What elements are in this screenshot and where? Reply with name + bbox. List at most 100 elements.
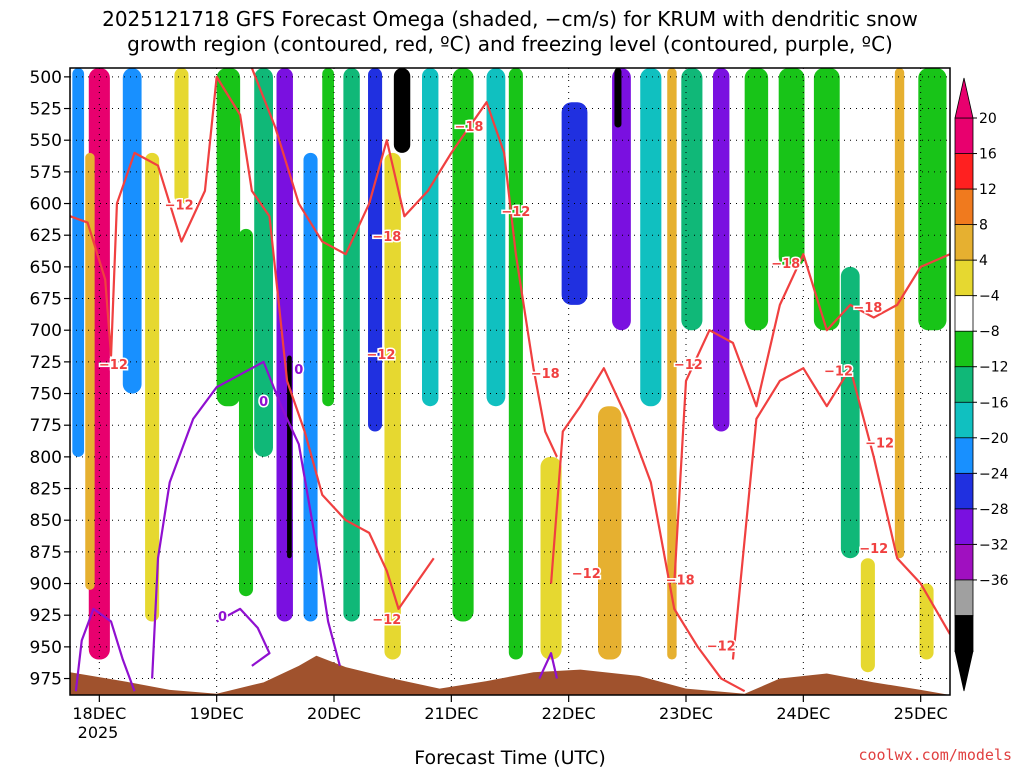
omega-column-34 — [860, 558, 875, 673]
colorbar-label-12: −32 — [979, 537, 1009, 553]
dgz-label-10: −12 — [859, 542, 888, 557]
omega-column-31 — [778, 68, 805, 267]
y-tick-label-800: 800 — [30, 448, 62, 468]
plot-frame — [69, 67, 951, 696]
freezing-contour-small — [216, 607, 271, 667]
freezing-contour-main — [151, 360, 341, 679]
x-tick-label-23dec: 23DEC — [659, 704, 713, 723]
colorbar-swatch-12 — [954, 544, 974, 581]
dgz-contour-minus12-west — [70, 75, 435, 610]
omega-column-6 — [216, 68, 241, 407]
omega-column-35 — [894, 68, 905, 559]
x-axis-year-label: 2025 — [78, 723, 119, 742]
y-tick-label-650: 650 — [30, 258, 62, 278]
y-tick-label-975: 975 — [30, 670, 62, 690]
colorbar-top-arrow — [954, 77, 974, 119]
omega-column-26 — [640, 68, 662, 407]
colorbar-bottom-arrow — [954, 650, 974, 692]
chart-title-line2: growth region (contoured, red, ºC) and f… — [127, 32, 893, 56]
omega-column-20 — [508, 68, 523, 660]
colorbar-swatch-2 — [954, 188, 974, 226]
dgz-label-16: −18 — [771, 257, 800, 272]
colorbar-label-13: −36 — [979, 573, 1009, 589]
freezing-contour-low-loop — [74, 607, 136, 692]
terrain-fill — [70, 655, 950, 695]
colorbar-label-2: 12 — [979, 182, 997, 198]
dgz-label-1: −12 — [165, 199, 194, 214]
colorbar-label-10: −24 — [979, 466, 1009, 482]
y-tick-label-500: 500 — [30, 68, 62, 88]
chart-title-line1: 2025121718 GFS Forecast Omega (shaded, −… — [102, 7, 918, 31]
omega-column-33 — [840, 266, 860, 559]
x-tick-label-24dec: 24DEC — [776, 704, 830, 723]
plot-area: −12 −12 −12 −12 −12 −12 −12 −12 −12 −12 −12 −18 −18 −… — [70, 68, 950, 695]
y-tick-label-550: 550 — [30, 131, 62, 151]
omega-column-25 — [614, 68, 622, 128]
x-axis-title: Forecast Time (UTC) — [414, 747, 605, 768]
y-tick-label-875: 875 — [30, 543, 62, 563]
omega-column-1 — [85, 152, 95, 590]
dgz-label-12: −18 — [454, 120, 483, 135]
y-tick-label-700: 700 — [30, 321, 62, 341]
freezing-label-1: 0 — [294, 363, 303, 378]
y-tick-label-675: 675 — [30, 290, 62, 310]
omega-column-11 — [303, 152, 318, 622]
dgz-label-9: −12 — [865, 437, 894, 452]
x-tick-label-19dec: 19DEC — [190, 704, 244, 723]
omega-column-14 — [368, 68, 383, 432]
omega-column-30 — [744, 68, 769, 331]
dgz-contour-minus12-east — [549, 367, 746, 693]
colorbar-label-11: −28 — [979, 502, 1009, 518]
omega-column-29 — [712, 68, 730, 432]
dgz-label-5: −12 — [572, 567, 601, 582]
colorbar-swatch-3 — [954, 224, 974, 262]
dgz-label-13: −18 — [372, 230, 401, 245]
dgz-label-8: −12 — [824, 365, 853, 380]
colorbar-swatch-6 — [954, 330, 974, 368]
y-axis: 500 525 550 575 600 625 650 675 700 725 750 775 800 8… — [30, 68, 70, 690]
freezing-label-2: 0 — [259, 395, 268, 410]
colorbar-swatch-0 — [954, 117, 974, 155]
omega-column-24 — [612, 68, 631, 331]
colorbar-swatch-8 — [954, 401, 974, 439]
omega-column-4 — [145, 152, 160, 622]
colorbar-swatch-7 — [954, 366, 974, 404]
y-tick-label-750: 750 — [30, 385, 62, 405]
omega-column-8 — [254, 68, 273, 457]
y-tick-label-725: 725 — [30, 353, 62, 373]
x-tick-label-25dec: 25DEC — [894, 704, 948, 723]
x-tick-label-21dec: 21DEC — [424, 704, 478, 723]
dgz-label-6: −12 — [674, 358, 703, 373]
freezing-contour-east — [538, 652, 559, 679]
contours: −12 −12 −12 −12 −12 −12 −12 −12 −12 −12 −12 −18 −18 −… — [70, 68, 950, 693]
colorbar-label-4: 4 — [979, 253, 988, 269]
colorbar-label-1: 16 — [979, 147, 997, 163]
omega-column-7 — [238, 228, 254, 597]
y-tick-label-575: 575 — [30, 163, 62, 183]
colorbar-label-6: −8 — [979, 324, 1000, 340]
credit-text: coolwx.com/models — [858, 746, 1012, 764]
dgz-label-11: −12 — [501, 205, 530, 220]
y-tick-label-600: 600 — [30, 195, 62, 215]
dgz-label-7: −12 — [707, 639, 736, 654]
omega-column-28 — [681, 68, 703, 331]
colorbar-label-0: 20 — [979, 111, 997, 127]
freezing-label-3: 0 — [218, 610, 227, 625]
dgz-label-17: −18 — [853, 301, 882, 316]
colorbar-swatch-11 — [954, 508, 974, 546]
omega-column-10 — [287, 355, 292, 559]
dgz-label-2: −12 — [99, 358, 128, 373]
y-tick-label-850: 850 — [30, 511, 62, 531]
colorbar-label-9: −20 — [979, 431, 1009, 447]
colorbar-swatch-5 — [954, 295, 974, 333]
x-tick-label-22dec: 22DEC — [542, 704, 596, 723]
colorbar-swatch-1 — [954, 153, 974, 190]
grid-lines — [70, 68, 950, 695]
omega-column-13 — [343, 68, 360, 622]
colorbar-swatch-4 — [954, 259, 974, 297]
x-tick-label-20dec: 20DEC — [307, 704, 361, 723]
colorbar-label-5: −4 — [979, 289, 1000, 305]
omega-column-17 — [422, 68, 439, 407]
y-tick-label-900: 900 — [30, 575, 62, 595]
